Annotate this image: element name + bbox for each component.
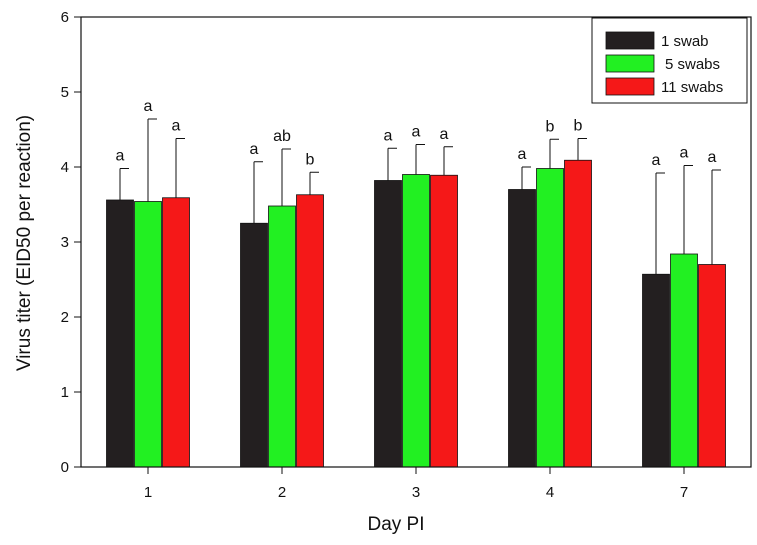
significance-label: a xyxy=(384,127,393,144)
bar xyxy=(402,174,430,468)
y-tick-label: 3 xyxy=(61,234,69,251)
legend-swatch-1-swab xyxy=(605,31,655,50)
significance-label: a xyxy=(116,148,125,165)
bar xyxy=(268,205,296,468)
significance-label: a xyxy=(250,141,259,158)
significance-label: a xyxy=(652,152,661,169)
x-tick-label: 1 xyxy=(144,484,152,501)
bar xyxy=(536,168,564,468)
significance-label: a xyxy=(412,124,421,141)
bar xyxy=(134,201,162,468)
significance-label: a xyxy=(680,145,689,162)
bar xyxy=(374,180,402,468)
legend-label-11-swabs: 11 swabs xyxy=(661,79,723,96)
x-tick-label: 4 xyxy=(546,484,554,501)
y-tick-label: 1 xyxy=(61,384,69,401)
x-axis-ticks: 1 2 3 4 7 xyxy=(144,467,688,501)
legend-swatch-5-swabs xyxy=(605,54,655,73)
significance-label: ab xyxy=(273,128,291,145)
bar xyxy=(162,197,190,468)
significance-label: b xyxy=(306,151,315,168)
plot-frame xyxy=(80,16,752,468)
bars-layer xyxy=(106,159,726,468)
significance-label: b xyxy=(546,118,555,135)
y-axis-ticks: 0 1 2 3 4 5 6 xyxy=(61,9,81,476)
significance-label: a xyxy=(172,118,181,135)
bar xyxy=(642,273,670,468)
bar xyxy=(240,222,268,468)
legend-label-5-swabs: 5 swabs xyxy=(665,56,720,73)
bar xyxy=(564,159,592,468)
significance-label: a xyxy=(440,126,449,143)
x-tick-label: 2 xyxy=(278,484,286,501)
error-bars-layer xyxy=(119,118,721,275)
y-tick-label: 2 xyxy=(61,309,69,326)
significance-label: a xyxy=(144,98,153,115)
legend: 1 swab 5 swabs 11 swabs xyxy=(591,17,748,104)
bar xyxy=(670,253,698,468)
x-tick-label: 3 xyxy=(412,484,420,501)
y-axis-title: Virus titer (EID50 per reaction) xyxy=(14,115,35,371)
bar xyxy=(296,194,324,468)
bar xyxy=(430,174,458,468)
significance-label: b xyxy=(574,118,583,135)
legend-swatch-11-swabs xyxy=(605,77,655,96)
bar xyxy=(698,264,726,468)
legend-label-1-swab: 1 swab xyxy=(661,33,709,50)
bar xyxy=(106,199,134,468)
significance-label: a xyxy=(518,146,527,163)
x-axis-title: Day PI xyxy=(367,514,424,535)
y-tick-label: 4 xyxy=(61,159,69,176)
significance-label: a xyxy=(708,149,717,166)
x-tick-label: 7 xyxy=(680,484,688,501)
y-tick-label: 0 xyxy=(61,459,69,476)
bar xyxy=(508,189,536,468)
y-tick-label: 5 xyxy=(61,84,69,101)
y-tick-label: 6 xyxy=(61,9,69,26)
